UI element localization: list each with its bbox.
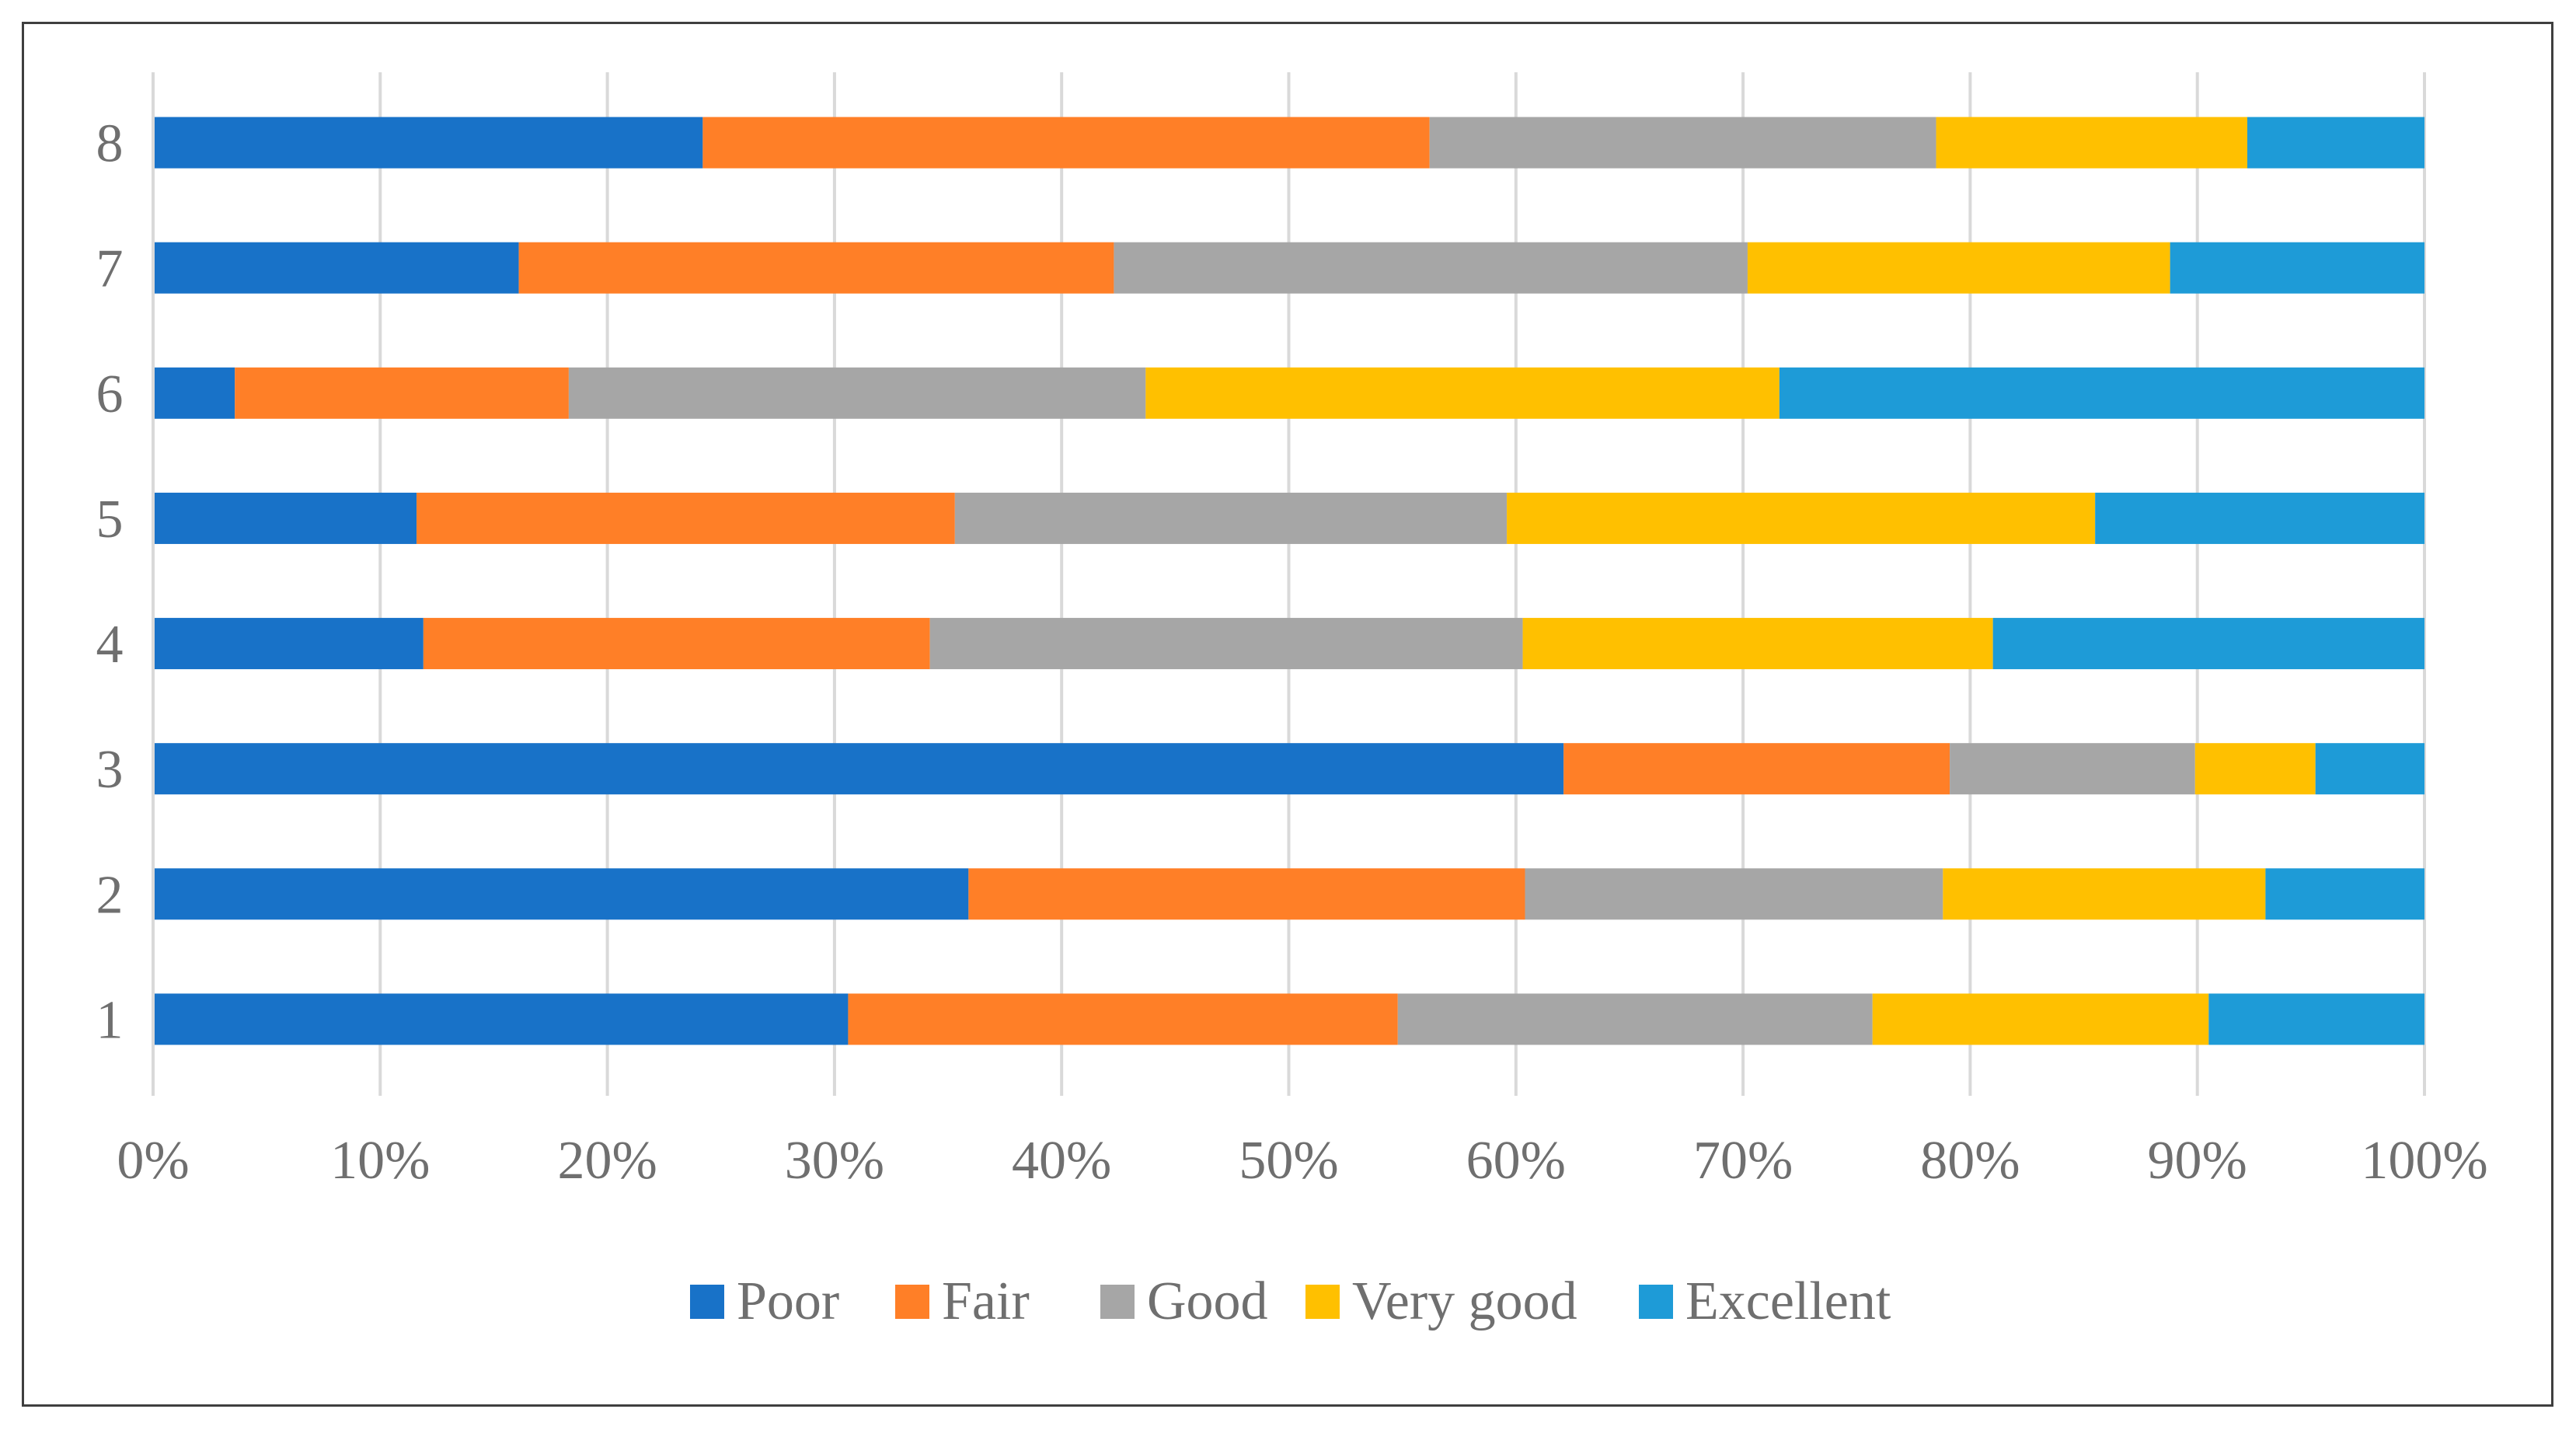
bar-segment-good: [1525, 868, 1943, 920]
x-axis-tick-labels: 0% 10% 20% 30% 40% 50% 60% 70% 80% 90% 100%: [117, 1131, 2487, 1191]
bar-segment-poor: [153, 117, 703, 169]
legend-label: Fair: [942, 1271, 1030, 1331]
category-label: 8: [96, 114, 124, 174]
x-tick-label: 30%: [785, 1131, 884, 1191]
chart-frame: 0% 10% 20% 30% 40% 50% 60% 70% 80% 90% 100% 1 2 3 4 5 6…: [22, 22, 2553, 1407]
x-tick-label: 80%: [1920, 1131, 2020, 1191]
bar-segment-excellent: [1992, 618, 2424, 670]
legend-swatch-poor: [690, 1285, 724, 1319]
legend-label: Poor: [737, 1271, 839, 1331]
legend-label: Very good: [1352, 1271, 1577, 1331]
bar-segment-fair: [848, 993, 1398, 1045]
category-label: 5: [96, 490, 124, 549]
bar-segment-excellent: [2095, 492, 2424, 544]
legend-label: Excellent: [1685, 1271, 1891, 1331]
bar-segment-poor: [153, 868, 969, 920]
bar-segment-excellent: [2170, 242, 2424, 294]
y-axis-category-labels: 1 2 3 4 5 6 7 8: [96, 114, 124, 1051]
category-label: 4: [96, 615, 124, 675]
bar-segment-excellent: [2247, 117, 2424, 169]
x-tick-label: 60%: [1466, 1131, 1566, 1191]
legend-swatch-good: [1100, 1285, 1135, 1319]
stacked-bar-chart: 0% 10% 20% 30% 40% 50% 60% 70% 80% 90% 100% 1 2 3 4 5 6…: [96, 72, 2488, 1331]
bar-segment-good: [1114, 242, 1748, 294]
legend-label: Good: [1147, 1271, 1268, 1331]
bar-segment-poor: [153, 618, 424, 670]
bar-segment-fair: [518, 242, 1114, 294]
bar-segment-good: [1950, 743, 2195, 795]
bar-segment-very-good: [1936, 117, 2248, 169]
bar-segment-very-good: [2194, 743, 2316, 795]
x-tick-label: 100%: [2361, 1131, 2487, 1191]
bar-segment-excellent: [2265, 868, 2424, 920]
bar-segment-very-good: [1943, 868, 2266, 920]
gridlines: [152, 72, 2426, 1096]
category-label: 6: [96, 364, 124, 424]
legend-swatch-fair: [895, 1285, 929, 1319]
bar-segment-good: [954, 492, 1508, 544]
bar-segment-excellent: [2315, 743, 2424, 795]
bar-segment-good: [929, 618, 1523, 670]
legend: Poor Fair Good Very good Excellent: [690, 1271, 1891, 1331]
bar-segment-fair: [235, 367, 569, 419]
bar-segments: [153, 117, 2424, 1045]
bar-segment-poor: [153, 242, 519, 294]
x-tick-label: 0%: [117, 1131, 189, 1191]
bar-segment-fair: [968, 868, 1525, 920]
bar-segment-good: [568, 367, 1146, 419]
bar-segment-fair: [702, 117, 1430, 169]
bar-segment-good: [1397, 993, 1873, 1045]
bar-segment-poor: [153, 743, 1564, 795]
legend-swatch-very-good: [1305, 1285, 1340, 1319]
bar-segment-poor: [153, 993, 849, 1045]
bar-segment-very-good: [1747, 242, 2170, 294]
x-tick-label: 40%: [1012, 1131, 1111, 1191]
bar-segment-good: [1429, 117, 1936, 169]
bar-segment-fair: [417, 492, 955, 544]
x-tick-label: 50%: [1239, 1131, 1338, 1191]
bar-segment-excellent: [2208, 993, 2424, 1045]
bar-segment-very-good: [1522, 618, 1993, 670]
bar-segment-excellent: [1779, 367, 2424, 419]
bar-segment-very-good: [1507, 492, 2096, 544]
bar-segment-poor: [153, 492, 417, 544]
category-label: 3: [96, 740, 124, 800]
legend-swatch-excellent: [1639, 1285, 1673, 1319]
x-tick-label: 20%: [557, 1131, 657, 1191]
x-tick-label: 70%: [1693, 1131, 1793, 1191]
bar-segment-poor: [153, 367, 235, 419]
bar-segment-fair: [1563, 743, 1950, 795]
x-tick-label: 90%: [2148, 1131, 2247, 1191]
category-label: 2: [96, 865, 124, 925]
bar-segment-very-good: [1145, 367, 1779, 419]
bar-segment-fair: [423, 618, 930, 670]
category-label: 7: [96, 239, 124, 299]
category-label: 1: [96, 990, 124, 1050]
bar-segment-very-good: [1872, 993, 2209, 1045]
x-tick-label: 10%: [330, 1131, 430, 1191]
